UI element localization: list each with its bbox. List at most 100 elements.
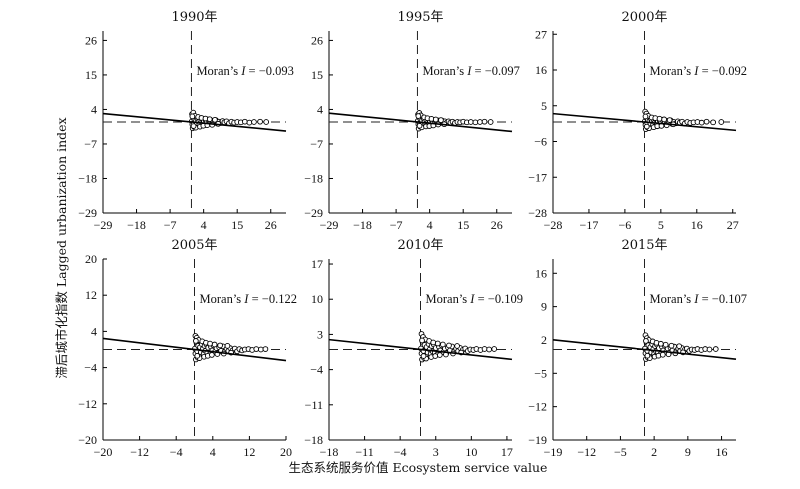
y-tick-label: −12: [528, 400, 547, 414]
data-point: [190, 123, 197, 129]
data-point: [644, 352, 651, 359]
data-point: [253, 346, 260, 352]
x-tick-label: −12: [577, 445, 596, 459]
y-tick-label: −19: [528, 433, 547, 447]
panel-title: 1995年: [397, 10, 443, 25]
regression-line: [552, 339, 737, 360]
data-point: [257, 118, 263, 125]
data-point: [438, 117, 444, 123]
moran-annotation: Moran’s I = −0.093: [196, 64, 293, 78]
data-point: [251, 119, 257, 125]
moran-prefix: Moran’s: [650, 292, 695, 306]
data-point: [712, 346, 719, 352]
y-tick-label: −6: [534, 135, 547, 149]
regression-line: [328, 338, 513, 361]
moran-value: = −0.093: [245, 64, 293, 78]
data-point: [718, 119, 725, 125]
data-point: [659, 351, 666, 358]
moran-prefix: Moran’s: [200, 292, 245, 306]
y-tick-label: −7: [310, 137, 323, 151]
moran-symbol: I: [693, 64, 699, 78]
panel-title: 2000年: [621, 10, 667, 25]
data-point: [668, 342, 675, 349]
y-tick-label: 27: [535, 27, 547, 41]
data-point: [211, 341, 218, 348]
data-point: [666, 117, 673, 123]
x-tick-label: 9: [685, 445, 691, 459]
data-point: [710, 119, 716, 126]
moran-annotation: Moran’s I = −0.109: [426, 292, 523, 306]
data-point: [420, 353, 427, 359]
data-point: [224, 343, 231, 349]
x-axis-title: 生态系统服务价值 Ecosystem service value: [289, 460, 548, 475]
x-tick-label: −18: [127, 218, 146, 232]
data-point: [703, 118, 710, 125]
moran-value: = −0.097: [471, 64, 519, 78]
x-tick-label: −7: [164, 218, 177, 232]
y-tick-label: −7: [84, 137, 97, 151]
data-point: [207, 340, 213, 347]
x-tick-label: 20: [280, 445, 292, 459]
data-point: [643, 338, 649, 344]
y-tick-label: 26: [85, 33, 97, 47]
data-point: [477, 119, 483, 125]
data-point: [436, 352, 443, 358]
x-tick-label: 10: [465, 445, 477, 459]
scatter-panel: −20 −12 −4 4 12 20 −20 −12 −4 4 12 20 2005年 Moran’s I…: [78, 238, 297, 459]
x-tick-label: −19: [544, 445, 563, 459]
x-tick-label: −11: [355, 445, 373, 459]
data-point: [642, 113, 649, 120]
y-tick-label: −11: [305, 398, 323, 412]
data-point: [487, 119, 494, 125]
x-tick-label: −28: [544, 218, 563, 232]
y-tick-label: 16: [535, 63, 547, 77]
x-tick-label: −5: [614, 445, 627, 459]
y-axis-title: 滞后城市化指数 Lagged urbanization index: [54, 117, 69, 378]
y-tick-label: 10: [311, 292, 323, 306]
y-tick-label: 26: [311, 33, 323, 47]
x-tick-label: −18: [353, 218, 372, 232]
data-point: [706, 346, 713, 353]
moran-annotation: Moran’s I = −0.092: [650, 64, 747, 78]
data-point: [432, 353, 439, 359]
data-point: [440, 341, 446, 348]
scatter-panel: −19 −12 −5 2 9 16 −19 −12 −5 2 9 16 2015年 Moran’s I =…: [528, 238, 747, 459]
data-point: [257, 346, 264, 353]
x-tick-label: 15: [457, 218, 469, 232]
x-tick-label: −6: [619, 218, 632, 232]
x-tick-label: 3: [433, 445, 439, 459]
x-tick-label: 4: [210, 445, 216, 459]
y-tick-label: −17: [528, 170, 547, 184]
y-tick-label: 16: [535, 266, 547, 280]
data-point: [472, 119, 479, 126]
x-tick-label: −17: [580, 218, 599, 232]
x-tick-label: 26: [265, 218, 277, 232]
y-tick-label: −20: [78, 433, 97, 447]
x-tick-label: 16: [716, 445, 728, 459]
moran-prefix: Moran’s: [422, 64, 467, 78]
data-point: [246, 119, 253, 126]
regression-line: [102, 337, 287, 362]
x-tick-label: 5: [658, 218, 664, 232]
x-tick-label: 27: [727, 218, 739, 232]
y-tick-label: 4: [91, 102, 97, 116]
scatter-panel: −29 −18 −7 4 15 26 −29 −18 −7 4 15 26 1995年 Moran’s I…: [304, 10, 520, 232]
data-point: [481, 118, 488, 125]
data-point: [206, 116, 213, 123]
y-tick-label: 15: [85, 68, 97, 82]
regression-line: [552, 112, 737, 132]
moran-value: = −0.107: [698, 292, 746, 306]
data-point: [217, 342, 223, 349]
data-point: [434, 340, 441, 347]
moran-prefix: Moran’s: [650, 64, 695, 78]
scatter-panel: −29 −18 −7 4 15 26 −29 −18 −7 4 15 26 1990年 Moran’s I…: [78, 10, 294, 232]
y-tick-label: 17: [311, 257, 323, 271]
data-point: [241, 118, 248, 125]
data-point: [481, 346, 488, 352]
y-tick-label: 4: [317, 102, 323, 116]
x-tick-label: 4: [427, 218, 433, 232]
data-point: [263, 119, 270, 125]
moran-prefix: Moran’s: [426, 292, 471, 306]
moran-symbol: I: [693, 292, 699, 306]
